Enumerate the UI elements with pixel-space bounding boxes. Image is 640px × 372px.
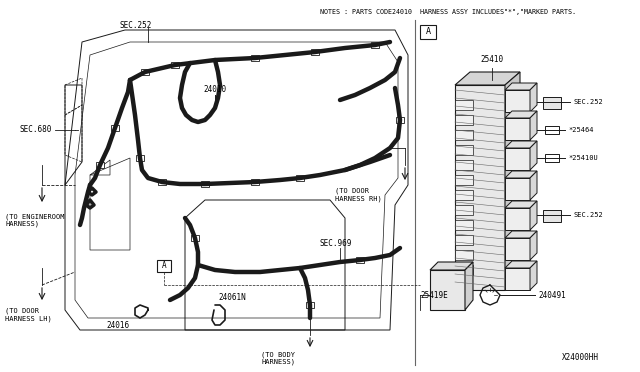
- Polygon shape: [430, 262, 473, 270]
- Polygon shape: [505, 268, 530, 290]
- Polygon shape: [530, 261, 537, 290]
- Polygon shape: [455, 72, 520, 85]
- Polygon shape: [465, 262, 473, 310]
- Bar: [371, 42, 379, 48]
- Bar: [311, 49, 319, 55]
- Bar: [396, 117, 404, 123]
- Polygon shape: [505, 141, 537, 148]
- Bar: [455, 235, 473, 245]
- Polygon shape: [505, 178, 530, 200]
- Polygon shape: [505, 231, 537, 238]
- Bar: [158, 179, 166, 185]
- Text: 24016: 24016: [106, 321, 129, 330]
- Polygon shape: [505, 261, 537, 268]
- Text: SEC.252: SEC.252: [573, 212, 603, 218]
- Text: (TO DOOR
HARNESS RH): (TO DOOR HARNESS RH): [335, 188, 381, 202]
- Bar: [251, 55, 259, 61]
- Polygon shape: [505, 238, 530, 260]
- Bar: [191, 235, 199, 241]
- Text: 25419E: 25419E: [420, 291, 448, 299]
- Text: SEC.680: SEC.680: [20, 125, 52, 135]
- Bar: [455, 115, 473, 125]
- Polygon shape: [505, 201, 537, 208]
- Polygon shape: [430, 270, 465, 310]
- Text: A: A: [162, 262, 166, 270]
- Text: (TO BODY
HARNESS): (TO BODY HARNESS): [261, 351, 295, 365]
- Polygon shape: [530, 83, 537, 112]
- Bar: [455, 265, 473, 275]
- Polygon shape: [505, 111, 537, 118]
- Bar: [455, 130, 473, 140]
- Bar: [455, 100, 473, 110]
- Text: *25464: *25464: [568, 127, 593, 133]
- Polygon shape: [505, 148, 530, 170]
- Bar: [455, 190, 473, 200]
- Bar: [306, 302, 314, 308]
- Polygon shape: [505, 83, 537, 90]
- Polygon shape: [530, 141, 537, 170]
- Bar: [157, 260, 171, 272]
- Bar: [543, 210, 561, 222]
- Polygon shape: [530, 111, 537, 140]
- Text: X24000HH: X24000HH: [561, 353, 598, 362]
- Polygon shape: [505, 118, 530, 140]
- Text: 25410: 25410: [481, 55, 504, 64]
- Polygon shape: [530, 231, 537, 260]
- Bar: [420, 25, 436, 39]
- Bar: [111, 125, 119, 131]
- Bar: [545, 126, 559, 134]
- Text: A: A: [426, 28, 431, 36]
- Bar: [543, 97, 561, 109]
- Bar: [455, 160, 473, 170]
- Bar: [96, 162, 104, 168]
- Polygon shape: [505, 208, 530, 230]
- Text: SEC.252: SEC.252: [573, 99, 603, 105]
- Text: NOTES : PARTS CODE24010  HARNESS ASSY INCLUDES"*","MARKED PARTS.: NOTES : PARTS CODE24010 HARNESS ASSY INC…: [320, 9, 576, 15]
- Polygon shape: [530, 201, 537, 230]
- Bar: [455, 205, 473, 215]
- Polygon shape: [455, 85, 505, 290]
- Bar: [201, 181, 209, 187]
- Bar: [545, 154, 559, 162]
- Bar: [455, 220, 473, 230]
- Polygon shape: [505, 90, 530, 112]
- Polygon shape: [530, 171, 537, 200]
- Bar: [455, 250, 473, 260]
- Bar: [171, 62, 179, 68]
- Text: 240491: 240491: [538, 291, 566, 299]
- Bar: [296, 175, 304, 181]
- Text: *25410U: *25410U: [568, 155, 598, 161]
- Text: (TO DOOR
HARNESS LH): (TO DOOR HARNESS LH): [5, 308, 52, 322]
- Text: 24061N: 24061N: [218, 294, 246, 302]
- Bar: [455, 145, 473, 155]
- Text: SEC.969: SEC.969: [320, 238, 353, 247]
- Bar: [251, 179, 259, 185]
- Bar: [141, 69, 149, 75]
- Polygon shape: [505, 171, 537, 178]
- Bar: [356, 257, 364, 263]
- Text: (TO ENGINEROOM
HARNESS): (TO ENGINEROOM HARNESS): [5, 213, 65, 227]
- Text: 24010: 24010: [204, 86, 227, 94]
- Polygon shape: [505, 72, 520, 290]
- Text: SEC.252: SEC.252: [120, 22, 152, 31]
- Bar: [136, 155, 144, 161]
- Bar: [455, 175, 473, 185]
